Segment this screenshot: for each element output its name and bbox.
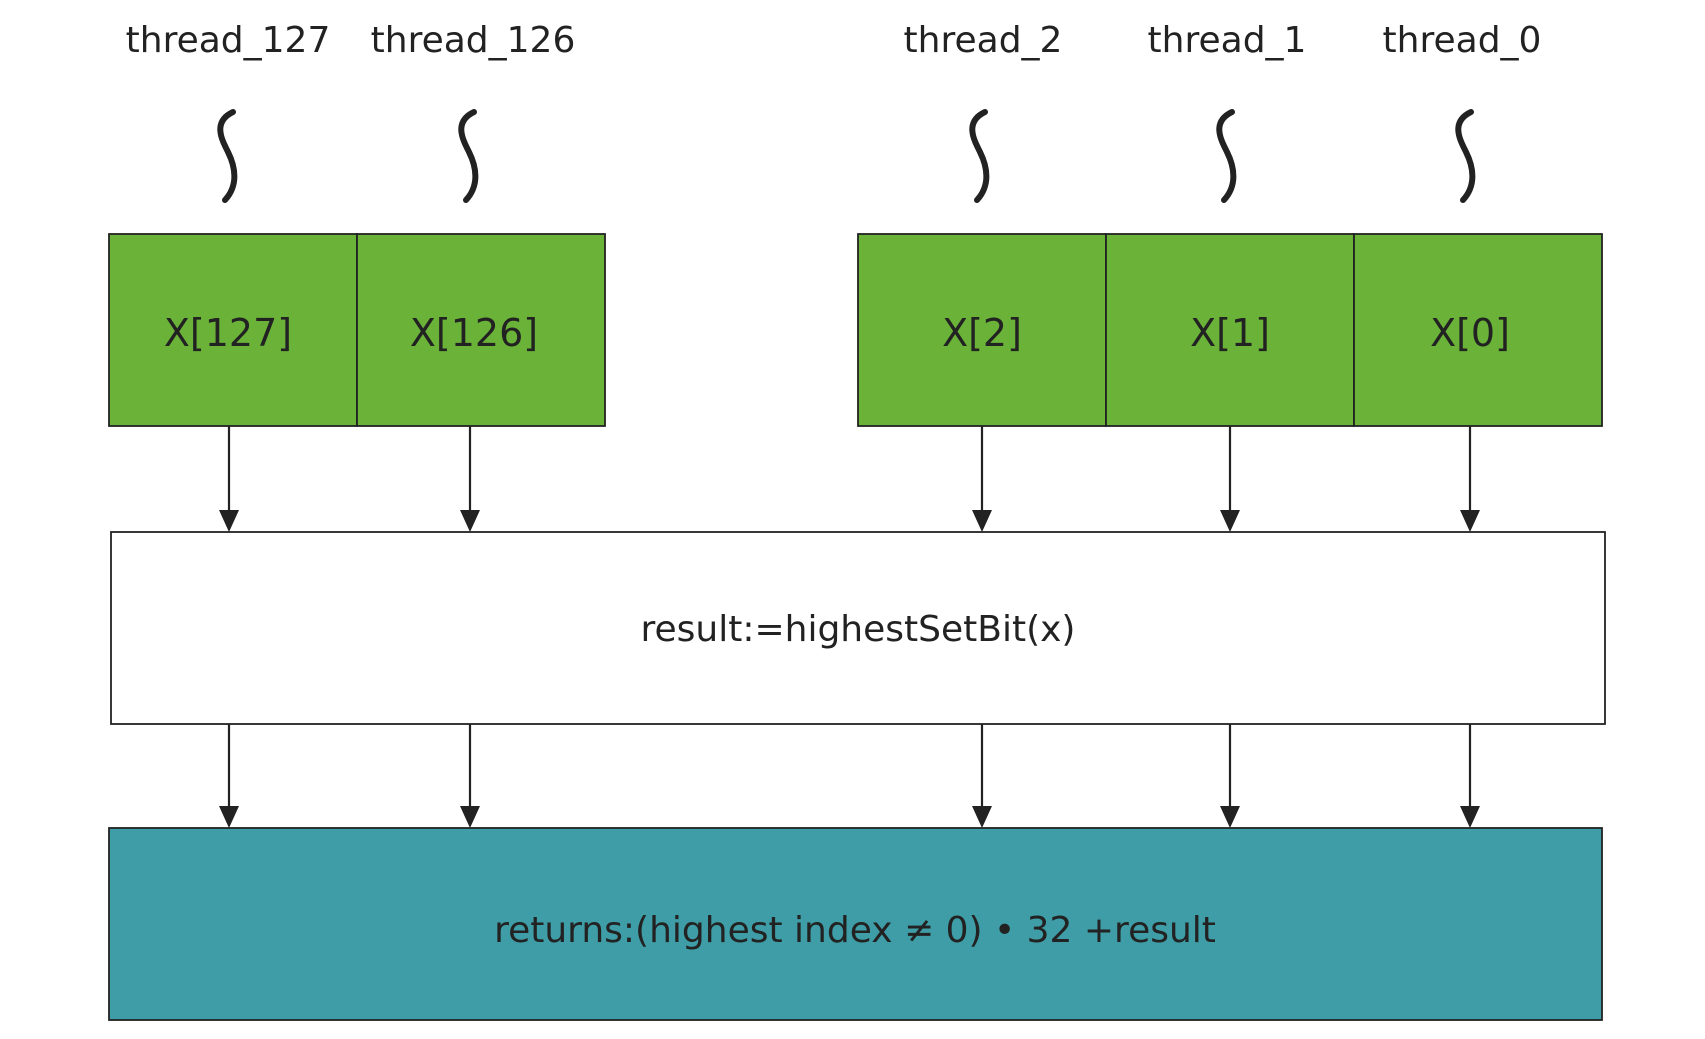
cell-x126 (356, 233, 606, 427)
arrow-head-icon (1220, 806, 1240, 828)
arrows-to-compute (219, 426, 1480, 532)
compute-box (110, 531, 1606, 725)
thread-label-126: thread_126 (371, 20, 576, 61)
cell-label-x0: X[0] (1430, 311, 1510, 355)
cell-label-x127: X[127] (164, 311, 292, 355)
thread-label-1: thread_1 (1148, 20, 1307, 61)
thread-squiggle-icon (217, 109, 238, 203)
cell-label-x2: X[2] (942, 311, 1022, 355)
arrow-head-icon (1220, 510, 1240, 532)
arrow-head-icon (1460, 510, 1480, 532)
arrow-head-icon (219, 510, 239, 532)
arrow-head-icon (972, 806, 992, 828)
return-box (108, 827, 1603, 1021)
thread-squiggles (217, 109, 1476, 203)
arrow-head-icon (1460, 806, 1480, 828)
cell-x2 (857, 233, 1107, 427)
arrow-head-icon (972, 510, 992, 532)
return-box-label: returns:(highest index ≠ 0) • 32 +result (494, 910, 1216, 951)
thread-labels: thread_127 thread_126 thread_2 thread_1 … (126, 20, 1542, 61)
thread-squiggle-icon (1455, 109, 1476, 203)
cell-label-x126: X[126] (410, 311, 538, 355)
cell-label-x1: X[1] (1190, 311, 1270, 355)
thread-label-127: thread_127 (126, 20, 331, 61)
arrow-head-icon (460, 806, 480, 828)
cell-x0 (1353, 233, 1603, 427)
thread-squiggle-icon (1216, 109, 1237, 203)
cell-x127 (108, 233, 358, 427)
thread-label-0: thread_0 (1383, 20, 1542, 61)
thread-label-2: thread_2 (904, 20, 1063, 61)
cell-x1 (1105, 233, 1355, 427)
arrow-head-icon (219, 806, 239, 828)
arrow-head-icon (460, 510, 480, 532)
arrows-to-return (219, 724, 1480, 828)
array-cells: X[127] X[126] X[2] X[1] X[0] (108, 233, 1603, 427)
thread-squiggle-icon (458, 109, 479, 203)
thread-squiggle-icon (969, 109, 990, 203)
compute-box-label: result:=highestSetBit(x) (641, 609, 1076, 650)
